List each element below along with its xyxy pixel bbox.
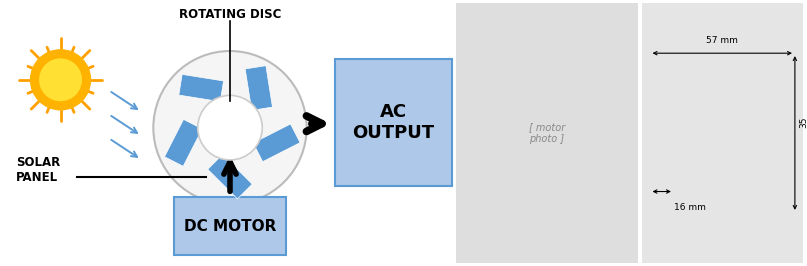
Ellipse shape [39,58,82,101]
FancyBboxPatch shape [642,3,803,263]
Text: DC MOTOR: DC MOTOR [184,219,276,234]
Text: SOLAR
PANEL: SOLAR PANEL [16,156,61,184]
Polygon shape [207,155,253,199]
Text: 16 mm: 16 mm [674,203,706,212]
FancyBboxPatch shape [174,197,286,255]
Text: [ motor
photo ]: [ motor photo ] [529,122,565,144]
Text: AC
OUTPUT: AC OUTPUT [353,103,434,142]
FancyBboxPatch shape [456,3,638,263]
Text: 35
mm: 35 mm [799,111,807,128]
Ellipse shape [198,95,262,160]
Ellipse shape [153,51,307,204]
Text: ROTATING DISC: ROTATING DISC [179,8,281,21]
Polygon shape [179,74,224,102]
Polygon shape [245,66,273,110]
Ellipse shape [30,49,91,110]
Polygon shape [165,119,203,166]
FancyBboxPatch shape [335,59,452,186]
Polygon shape [253,124,300,162]
Text: 57 mm: 57 mm [706,36,738,45]
